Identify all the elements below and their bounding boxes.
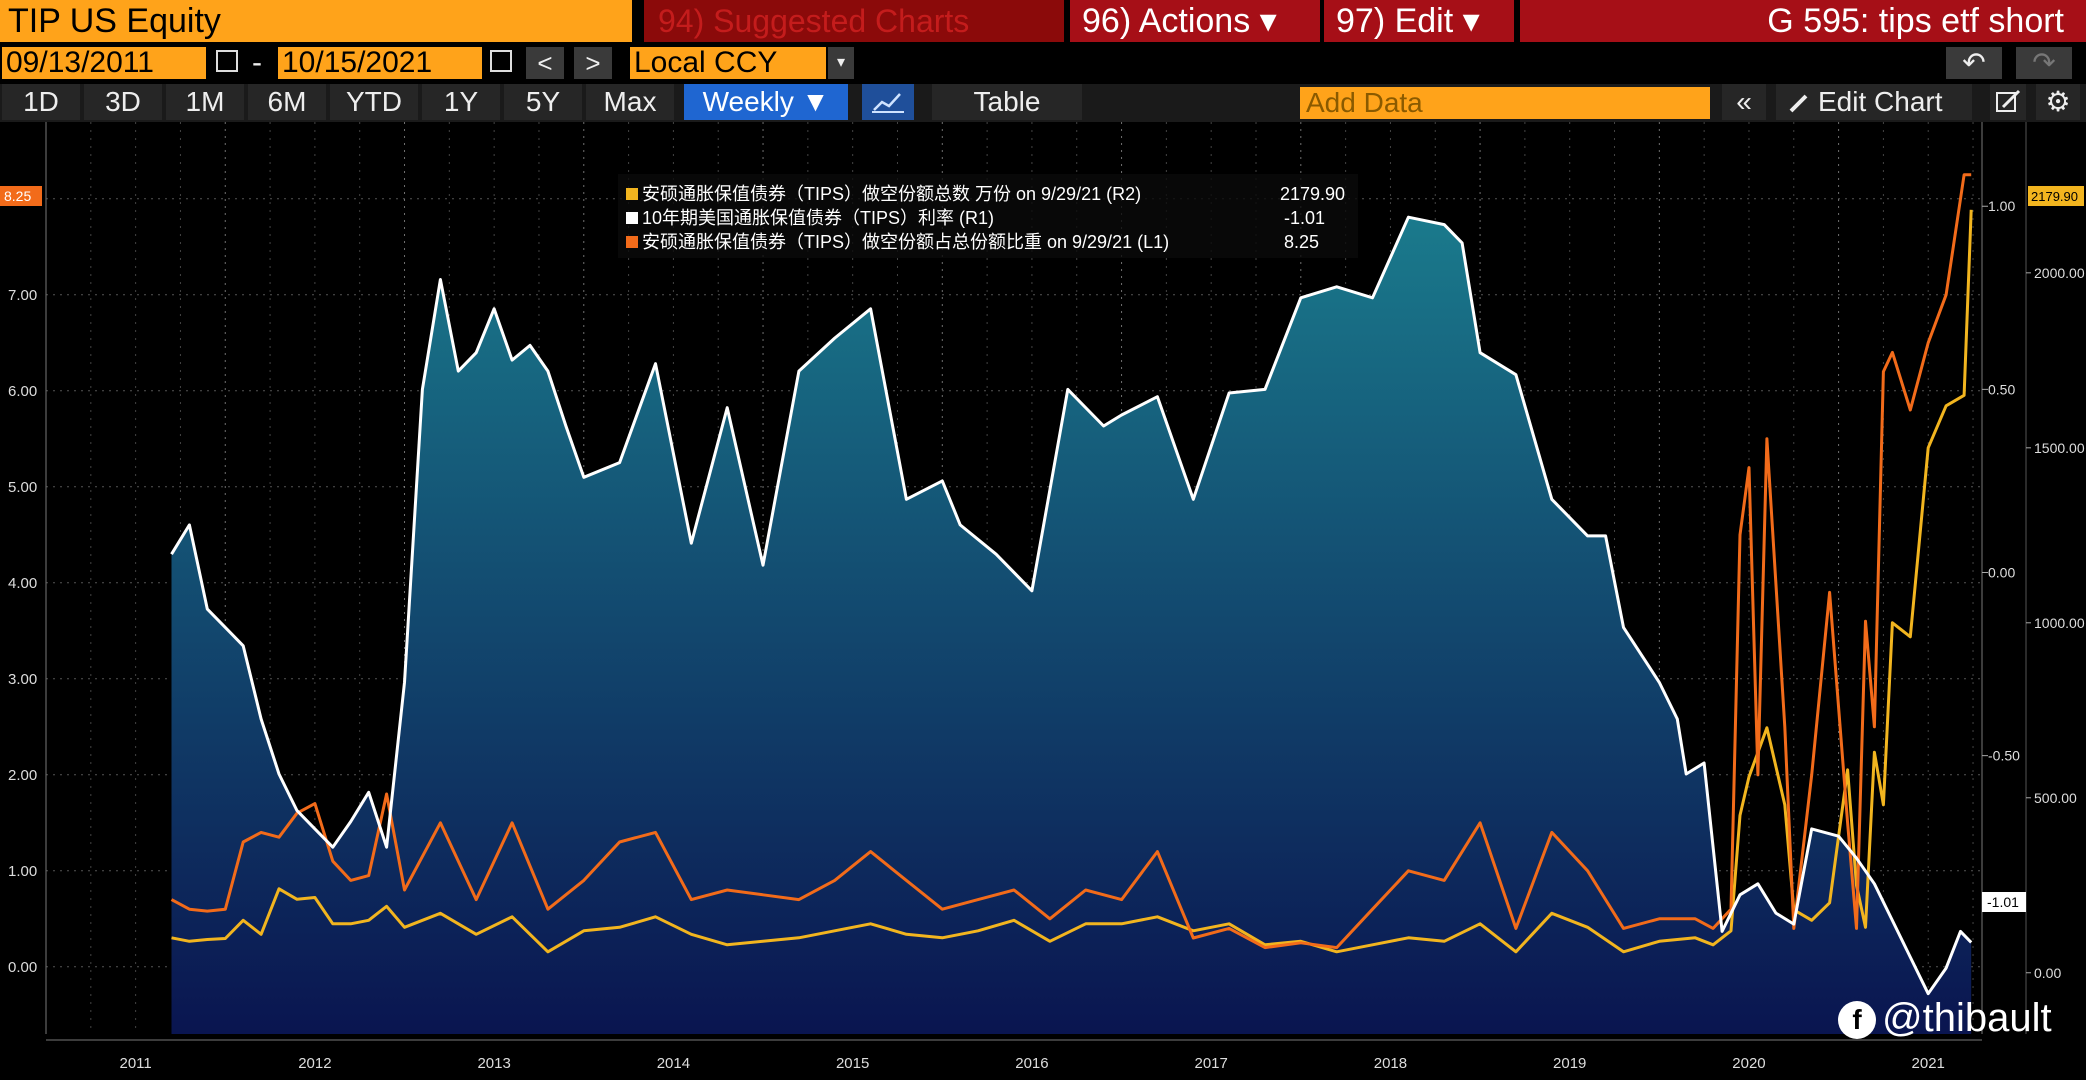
rate-area-fill [171, 217, 1972, 1034]
r2-tick-label: 1000.00 [2034, 615, 2085, 631]
undo-button[interactable]: ↶ [1946, 47, 2002, 79]
date-separator: - [252, 46, 262, 79]
legend-value-r2: 2179.90 [1280, 184, 1345, 204]
r2-tick-label: 2000.00 [2034, 265, 2085, 281]
collapse-panel-button[interactable]: « [1722, 84, 1766, 120]
pencil-icon [1789, 94, 1808, 113]
legend-text-r2: 安硕通胀保值债券（TIPS）做空份额总数 万份 on 9/29/21 (R2) [642, 184, 1141, 204]
x-tick-label: 2017 [1194, 1055, 1227, 1072]
date-range-bar: 09/13/2011 - 10/15/2021 < > Local CCY ▾ … [0, 44, 2086, 82]
x-tick-label: 2019 [1553, 1055, 1586, 1072]
currency-select[interactable]: Local CCY [630, 47, 826, 79]
r1-tick-label: 0.50 [1988, 381, 2015, 397]
range-5y-button[interactable]: 5Y [504, 84, 582, 120]
x-tick-label: 2016 [1015, 1055, 1048, 1072]
left-tick-label: 2.00 [8, 767, 37, 784]
x-tick-label: 2018 [1374, 1055, 1407, 1072]
series-line-short-ratio [170, 173, 1972, 950]
chart-title: G 595: tips etf short [1520, 0, 2086, 42]
currency-dropdown-icon[interactable]: ▾ [828, 47, 854, 79]
r1-badge-text: -1.01 [1987, 894, 2019, 910]
security-ticker[interactable]: TIP US Equity [0, 0, 632, 42]
range-toolbar: 1D 3D 1M 6M YTD 1Y 5Y Max Weekly ▼ Table… [0, 84, 2086, 122]
series-line-tips-rate [170, 215, 1973, 996]
right-axis-r1: -0.50 0.00 0.50 1.00 [1981, 122, 2020, 1034]
legend-swatch-r1 [626, 212, 638, 224]
annotate-icon[interactable] [1990, 84, 2026, 120]
left-tick-label: 0.00 [8, 959, 37, 976]
redo-button[interactable]: ↷ [2016, 47, 2072, 79]
chart-legend: 安硕通胀保值债券（TIPS）做空份额总数 万份 on 9/29/21 (R2) … [618, 174, 1358, 258]
r2-tick-label: 500.00 [2034, 790, 2077, 806]
range-1d-button[interactable]: 1D [2, 84, 80, 120]
legend-swatch-r2 [626, 188, 638, 200]
actions-menu-button[interactable]: 96) Actions ▾ [1070, 0, 1320, 42]
r1-tick-label: -0.50 [1988, 748, 2020, 764]
x-tick-label: 2013 [477, 1055, 510, 1072]
left-last-value-badge [0, 186, 42, 206]
watermark-text: @thibault [1882, 996, 2052, 1040]
legend-background [618, 174, 1358, 258]
left-tick-label: 1.00 [8, 863, 37, 880]
edit-chart-label: Edit Chart [1818, 86, 1943, 117]
r2-badge-text: 2179.90 [2031, 189, 2078, 204]
x-tick-label: 2021 [1912, 1055, 1945, 1072]
legend-value-l1: 8.25 [1284, 232, 1319, 252]
left-tick-label: 5.00 [8, 479, 37, 496]
end-date-input[interactable]: 10/15/2021 [278, 47, 482, 79]
left-tick-label: 6.00 [8, 383, 37, 400]
right-axis-r2: 0.00 500.00 1000.00 1500.00 2000.00 [2025, 122, 2085, 1034]
table-view-button[interactable]: Table [932, 84, 1082, 120]
x-tick-label: 2011 [119, 1055, 151, 1072]
legend-text-l1: 安硕通胀保值债券（TIPS）做空份额占总份额比重 on 9/29/21 (L1) [642, 232, 1169, 252]
add-data-input[interactable]: Add Data [1300, 87, 1710, 119]
watermark-logo-icon: f [1838, 1001, 1876, 1040]
frequency-select[interactable]: Weekly ▼ [684, 84, 848, 120]
legend-swatch-l1 [626, 236, 638, 248]
r1-tick-label: 0.00 [1988, 565, 2015, 581]
range-6m-button[interactable]: 6M [248, 84, 326, 120]
x-axis: 2011 2012 2013 2014 2015 2016 2017 2018 2019 2020… [46, 1039, 1982, 1072]
command-bar: TIP US Equity 94) Suggested Charts 96) A… [0, 0, 2086, 42]
end-calendar-icon[interactable] [490, 50, 512, 72]
x-tick-label: 2012 [298, 1055, 331, 1072]
watermark: f @thibault [1838, 996, 2052, 1041]
x-tick-label: 2015 [836, 1055, 869, 1072]
r1-tick-label: 1.00 [1988, 198, 2015, 214]
start-calendar-icon[interactable] [216, 50, 238, 72]
next-period-button[interactable]: > [574, 47, 612, 79]
range-max-button[interactable]: Max [586, 84, 674, 120]
left-tick-label: 3.00 [8, 671, 37, 688]
series-line-short-shares [171, 209, 1973, 954]
edit-chart-button[interactable]: Edit Chart [1776, 84, 1972, 120]
prev-period-button[interactable]: < [526, 47, 564, 79]
settings-gear-icon[interactable]: ⚙ [2036, 84, 2080, 120]
left-axis: 0.001.002.003.004.005.006.007.008.00 [8, 122, 47, 1034]
edit-menu-button[interactable]: 97) Edit ▾ [1324, 0, 1514, 42]
left-tick-label: 4.00 [8, 575, 37, 592]
range-1m-button[interactable]: 1M [166, 84, 244, 120]
series-layer [170, 173, 1973, 996]
chart-canvas: 0.001.002.003.004.005.006.007.008.00 -0.… [0, 122, 2085, 1072]
r1-last-value-badge [1982, 892, 2026, 912]
r2-tick-label: 1500.00 [2034, 440, 2085, 456]
x-tick-label: 2014 [657, 1055, 690, 1072]
r2-tick-label: 0.00 [2034, 965, 2061, 981]
left-badge-text: 8.25 [4, 188, 31, 204]
range-1y-button[interactable]: 1Y [422, 84, 500, 120]
r2-last-value-badge [2028, 186, 2084, 206]
x-tick-label: 2020 [1732, 1055, 1765, 1072]
range-ytd-button[interactable]: YTD [330, 84, 418, 120]
line-chart-icon[interactable] [862, 84, 914, 120]
legend-text-r1: 10年期美国通胀保值债券（TIPS）利率 (R1) [642, 208, 994, 228]
left-tick-label: 7.00 [8, 287, 37, 304]
range-3d-button[interactable]: 3D [84, 84, 162, 120]
start-date-input[interactable]: 09/13/2011 [2, 47, 206, 79]
suggested-charts-button[interactable]: 94) Suggested Charts [644, 0, 1064, 42]
line-chart-glyph [872, 93, 904, 113]
annotate-glyph [1996, 89, 2021, 112]
legend-value-r1: -1.01 [1284, 208, 1325, 228]
